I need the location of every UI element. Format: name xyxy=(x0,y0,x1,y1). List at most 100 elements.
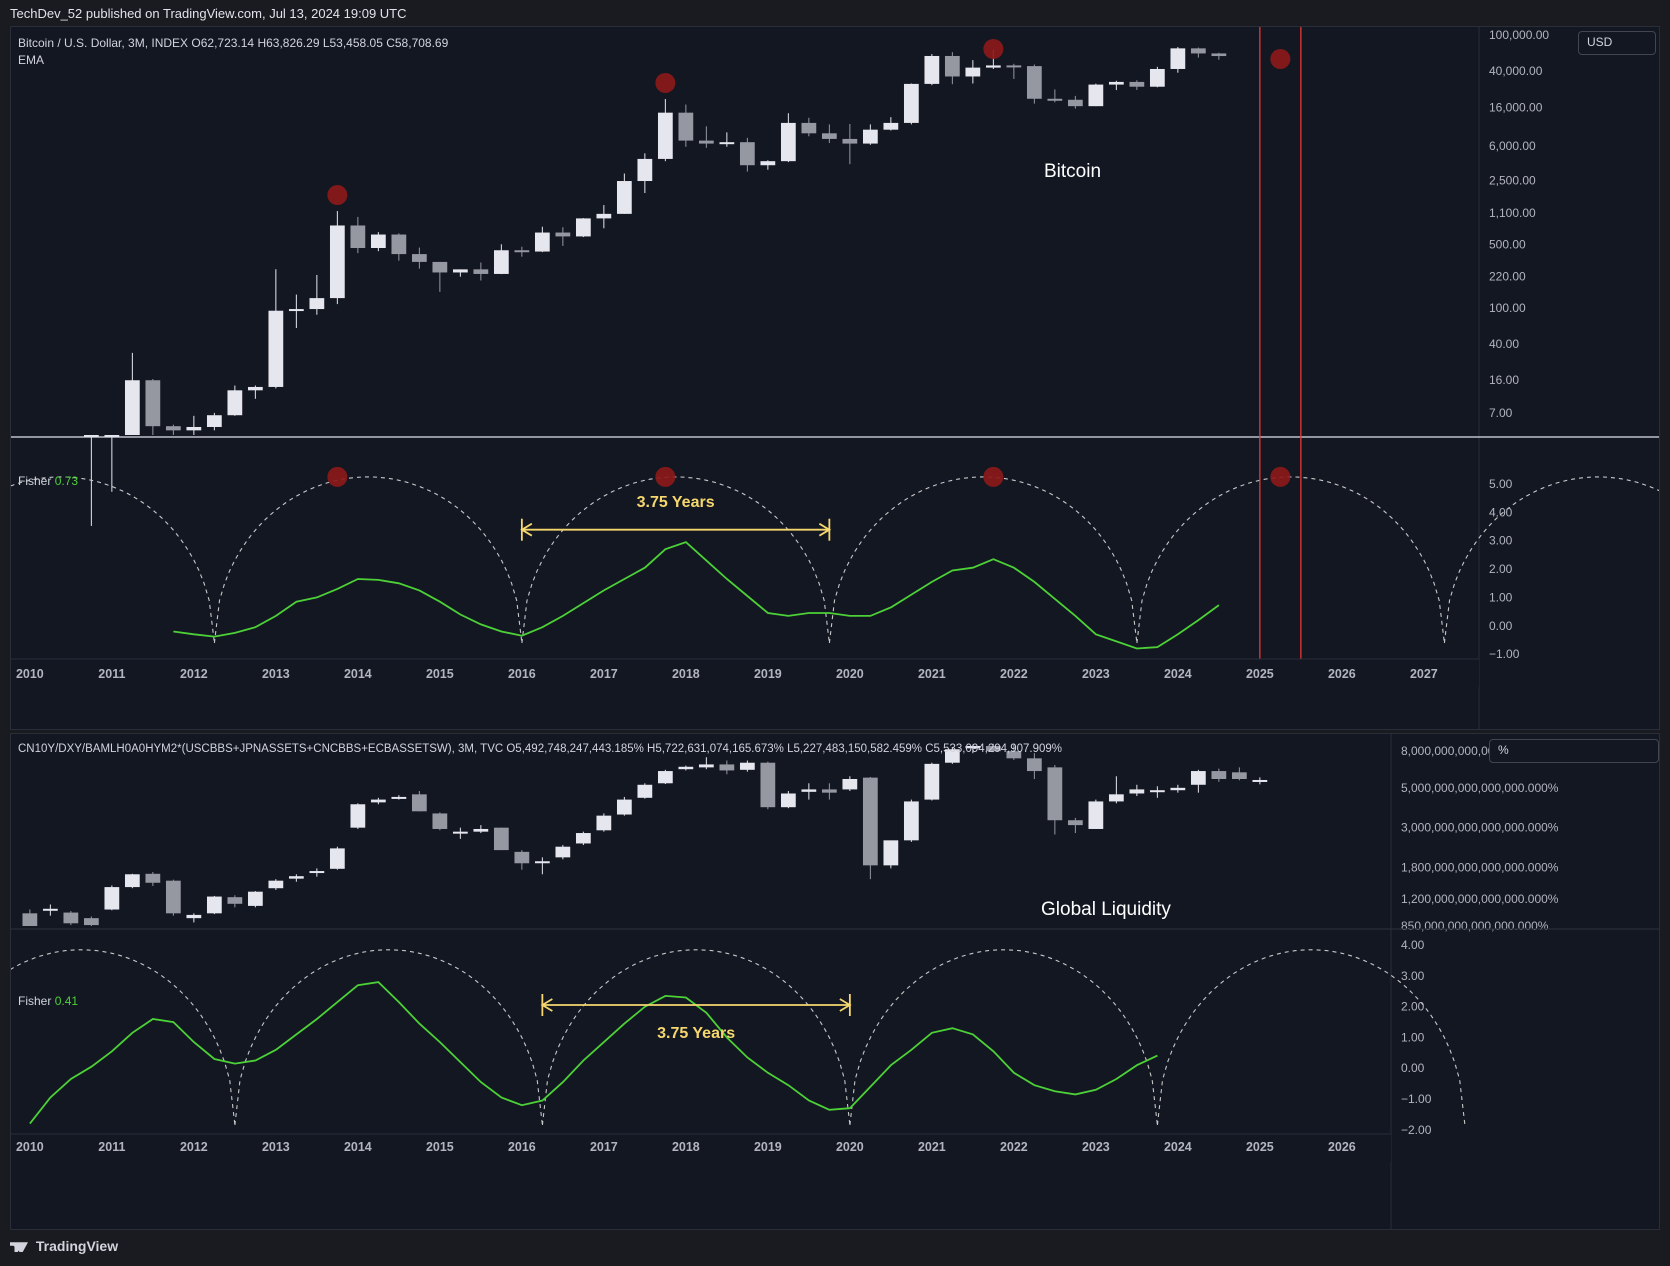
candle-body xyxy=(247,386,263,391)
price-tick-label: 6,000.00 xyxy=(1489,139,1536,153)
cycle-arc xyxy=(849,949,1158,1126)
time-tick-label: 2021 xyxy=(918,667,946,681)
cycle-arc xyxy=(1136,476,1445,644)
time-tick-label: 2017 xyxy=(590,667,618,681)
price-tick-label: 40,000.00 xyxy=(1489,64,1543,78)
candle-body xyxy=(83,918,99,926)
time-tick-label: 2022 xyxy=(1000,667,1028,681)
time-tick-label: 2022 xyxy=(1000,1140,1028,1154)
cycle-arc xyxy=(521,476,830,644)
cycle-top-marker xyxy=(983,39,1004,59)
cycle-arc xyxy=(234,949,543,1126)
candle-body xyxy=(42,908,58,911)
cycle-arc xyxy=(828,476,1138,644)
bitcoin-chart-svg[interactable]: 7.00 16.00 40.00 100.00 220.00 500.00 1,100.00… xyxy=(11,27,1659,729)
price-tick-label: 7.00 xyxy=(1489,406,1513,420)
time-tick-label: 2024 xyxy=(1164,1140,1192,1154)
candle-body xyxy=(206,415,222,427)
price-tick-label: 1,200,000,000,000,000.000% xyxy=(1401,892,1559,906)
candle-body xyxy=(288,876,304,879)
candle-body xyxy=(309,298,325,310)
candle-body xyxy=(596,213,612,219)
fisher-top-marker xyxy=(983,466,1004,487)
candle-body xyxy=(555,232,571,237)
candle-body xyxy=(985,745,1001,752)
candle-body xyxy=(1047,767,1063,821)
time-tick-label: 2013 xyxy=(262,667,290,681)
candle-body xyxy=(965,67,981,77)
candle-body xyxy=(514,851,530,864)
candle-body xyxy=(350,804,366,828)
time-tick-label: 2014 xyxy=(344,1140,372,1154)
candle-body xyxy=(186,914,202,919)
price-tick-label: 5,000,000,000,000,000.000% xyxy=(1401,781,1559,795)
cycle-length-label: 3.75 Years xyxy=(657,1025,735,1042)
candle-body xyxy=(1026,66,1042,99)
tradingview-brand: TradingView xyxy=(35,1238,119,1254)
candle-body xyxy=(1211,53,1227,57)
time-tick-label: 2018 xyxy=(672,1140,700,1154)
candle-body xyxy=(616,181,632,214)
candle-body xyxy=(165,880,181,914)
time-tick-label: 2027 xyxy=(1410,667,1438,681)
candle-body xyxy=(124,380,140,435)
time-tick-label: 2024 xyxy=(1164,667,1192,681)
candle-body xyxy=(1211,771,1227,779)
fisher-tick-label: 4.00 xyxy=(1489,505,1513,519)
cycle-bracket-arrow xyxy=(520,522,533,537)
candle-body xyxy=(411,794,427,812)
candle-body xyxy=(780,122,796,162)
time-tick-label: 2015 xyxy=(426,1140,454,1154)
liquidity-chart-svg[interactable]: 850,000,000,000,000.000% 1,200,000,000,00… xyxy=(11,734,1659,1229)
candle-body xyxy=(1170,787,1186,791)
fisher-tick-label: 1.00 xyxy=(1489,590,1513,604)
cycle-bracket-arrow xyxy=(540,998,553,1012)
fisher-line xyxy=(173,541,1220,650)
candle-body xyxy=(227,390,243,416)
time-tick-label: 2013 xyxy=(262,1140,290,1154)
candle-body xyxy=(1231,772,1247,779)
time-tick-label: 2011 xyxy=(98,667,125,681)
price-tick-label: 40.00 xyxy=(1489,337,1519,351)
candle-body xyxy=(924,763,940,800)
time-tick-label: 2016 xyxy=(508,667,536,681)
candle-body xyxy=(227,897,243,904)
candle-body xyxy=(370,799,386,803)
candle-body xyxy=(739,142,755,166)
time-tick-label: 2020 xyxy=(836,1140,864,1154)
candle-body xyxy=(1047,98,1063,101)
currency-button[interactable]: USD xyxy=(1578,31,1656,55)
price-tick-label: 16.00 xyxy=(1489,373,1519,387)
fisher-legend-top: Fisher 0.73 xyxy=(18,474,78,488)
time-tick-label: 2010 xyxy=(16,1140,44,1154)
time-axis-band xyxy=(11,1134,1391,1162)
candle-body xyxy=(452,831,468,834)
candle-body xyxy=(1108,81,1124,85)
percent-button[interactable]: % xyxy=(1489,739,1659,763)
candle-body xyxy=(719,142,735,145)
candle-body xyxy=(165,426,181,431)
candle-body xyxy=(1252,779,1268,782)
cycle-top-marker xyxy=(655,72,676,93)
fisher-tick-label: 4.00 xyxy=(1401,938,1425,952)
candle-body xyxy=(883,840,899,866)
price-tick-label: 100.00 xyxy=(1489,301,1526,315)
candle-body xyxy=(370,234,386,249)
candle-body xyxy=(821,789,837,793)
tradingview-logo[interactable]: TradingView xyxy=(10,1238,118,1254)
candle-body xyxy=(965,745,981,749)
cycle-arc xyxy=(1156,949,1466,1126)
time-axis-band xyxy=(11,659,1479,687)
fisher-legend-bottom: Fisher 0.41 xyxy=(18,994,78,1008)
candle-body xyxy=(329,225,345,299)
cycle-arc xyxy=(541,949,851,1126)
candle-body xyxy=(698,764,714,768)
fisher-tick-label: 5.00 xyxy=(1489,477,1513,491)
candle-body xyxy=(678,766,694,770)
time-tick-label: 2026 xyxy=(1328,1140,1356,1154)
candle-body xyxy=(698,140,714,144)
ema-legend: EMA xyxy=(18,53,45,67)
time-tick-label: 2020 xyxy=(836,667,864,681)
time-tick-label: 2019 xyxy=(754,1140,782,1154)
candle-body xyxy=(575,833,591,844)
